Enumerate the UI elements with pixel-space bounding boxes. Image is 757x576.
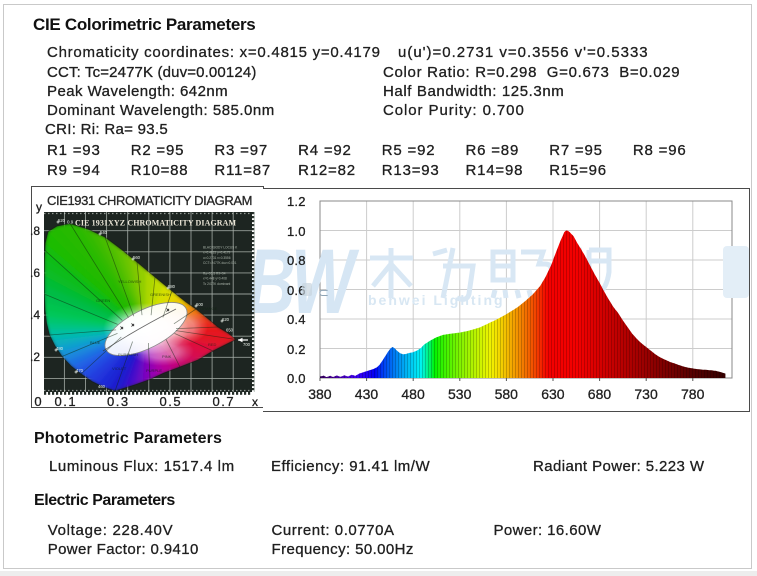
svg-text:YELLOWISH: YELLOWISH	[118, 279, 141, 284]
svg-text:480: 480	[56, 346, 64, 351]
svg-text:540: 540	[100, 230, 108, 235]
svg-text:650: 650	[226, 328, 234, 333]
svg-text:x=0.4815 y=0.4179: x=0.4815 y=0.4179	[203, 251, 231, 255]
svg-text:PURPLISH: PURPLISH	[118, 352, 138, 357]
svg-text:BLACKBODY LOCUS K: BLACKBODY LOCUS K	[203, 246, 238, 250]
svg-text:560: 560	[133, 255, 141, 260]
svg-text:470: 470	[76, 368, 84, 373]
svg-text:CCT=2477K duv=0.001: CCT=2477K duv=0.001	[203, 261, 237, 265]
svg-text:520: 520	[58, 218, 66, 223]
svg-text:ORANGE: ORANGE	[200, 306, 218, 311]
svg-text:460: 460	[98, 384, 106, 389]
svg-text:u=0.2731 v=0.3556: u=0.2731 v=0.3556	[203, 256, 231, 260]
svg-text:PURPLE: PURPLE	[146, 368, 162, 373]
svg-text:x=0.448 y=0.408: x=0.448 y=0.408	[203, 277, 227, 281]
svg-text:VIOLET: VIOLET	[112, 366, 127, 371]
svg-text:CIE 1931XYZ CHROMATICITY DIAGR: CIE 1931XYZ CHROMATICITY DIAGRAM	[75, 219, 237, 228]
svg-text:RED: RED	[208, 342, 217, 347]
svg-text:0.9: 0.9	[67, 220, 74, 225]
svg-text:PINK: PINK	[162, 354, 172, 359]
svg-text:BLUE: BLUE	[90, 340, 101, 345]
svg-text:600: 600	[196, 302, 204, 307]
svg-text:GREENISH: GREENISH	[150, 292, 171, 297]
svg-text:Tc 2477K dominant: Tc 2477K dominant	[203, 282, 230, 286]
svg-text:Ra=93.5 R9=94: Ra=93.5 R9=94	[203, 272, 226, 276]
svg-text:580: 580	[168, 284, 176, 289]
svg-text:620: 620	[222, 317, 230, 322]
svg-text:700: 700	[243, 342, 251, 347]
svg-text:GREEN: GREEN	[96, 298, 110, 303]
